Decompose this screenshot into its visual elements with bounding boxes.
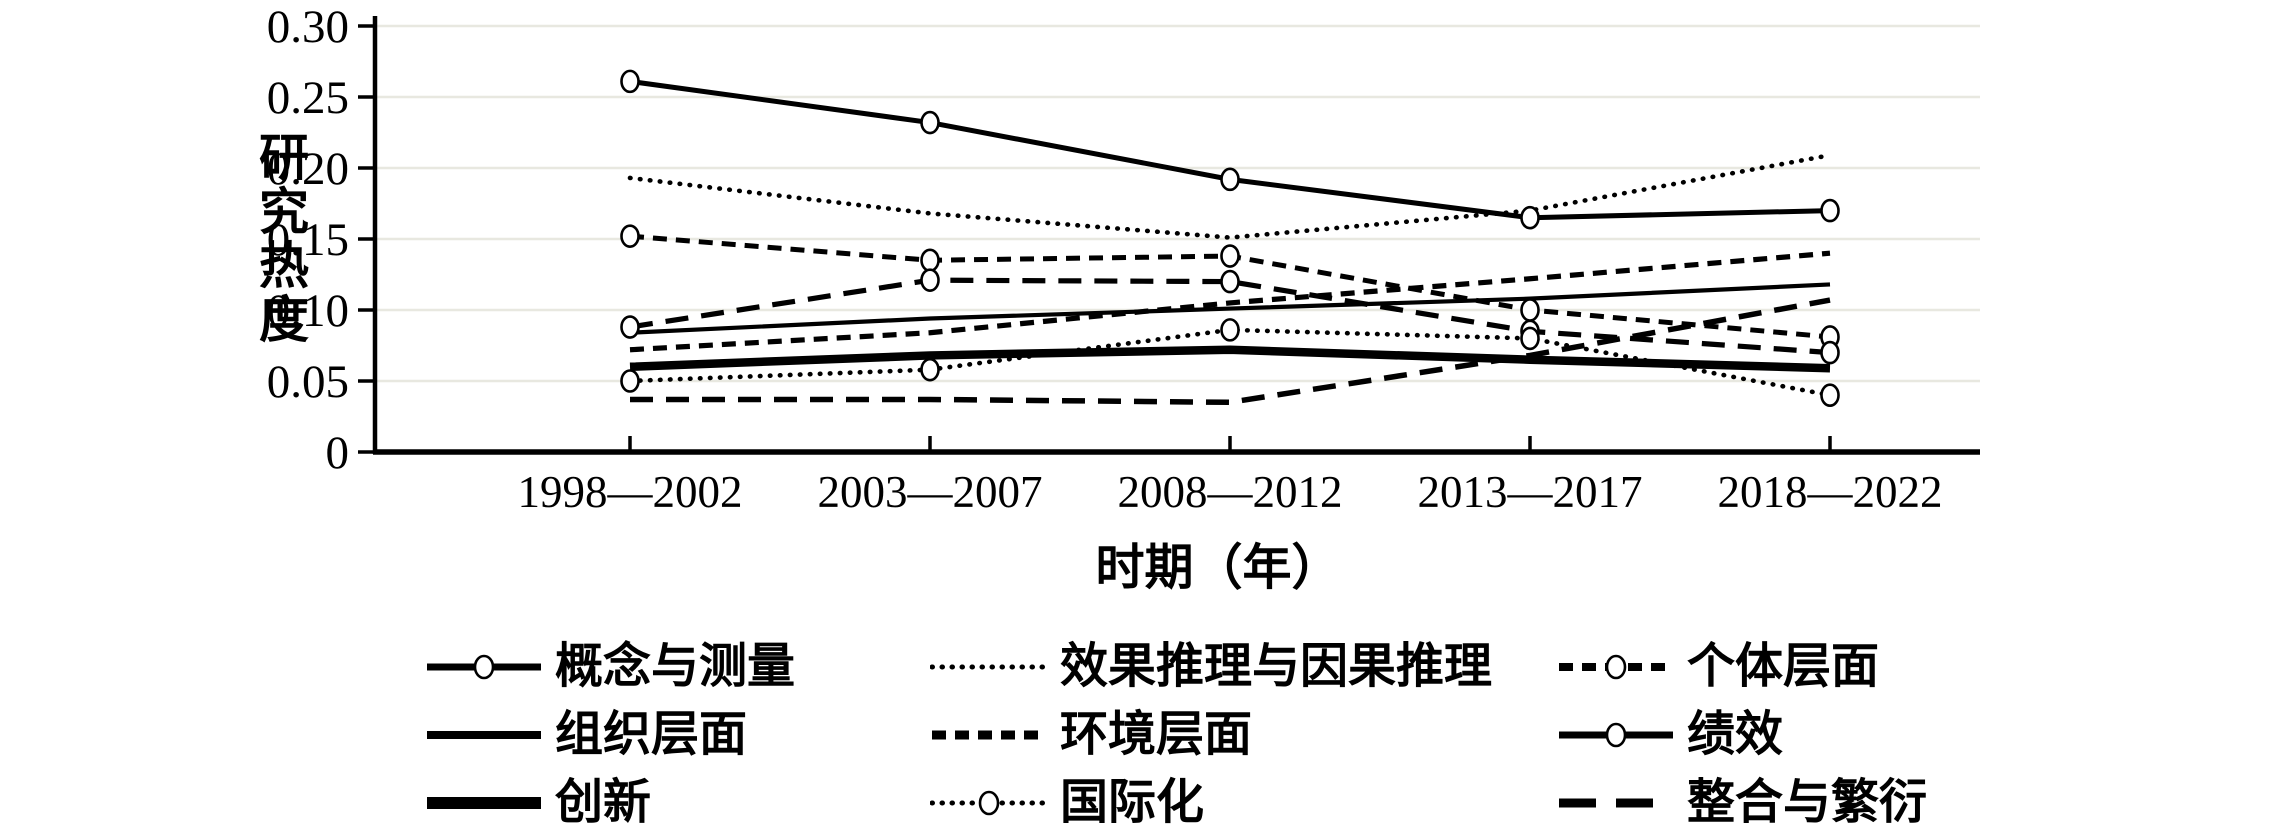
legend-marker (1605, 654, 1627, 680)
chart-legend: 概念与测量 效果推理与因果推理 个体层面组织层面 环境层面 绩效创新 国际化 整合与繁衍 (425, 633, 2177, 837)
series-marker (920, 357, 940, 382)
series-marker (620, 69, 640, 94)
legend-item: 概念与测量 (425, 643, 930, 691)
legend-item: 整合与繁衍 (1557, 779, 2177, 827)
legend-line-sample (427, 654, 541, 680)
y-tick-label: 0 (326, 427, 350, 479)
series-marker (620, 369, 640, 393)
legend-label: 整合与繁衍 (1687, 776, 1928, 829)
x-tick-label: 2013—2017 (1418, 467, 1643, 517)
y-tick-label: 0.10 (267, 285, 349, 337)
x-tick-label: 1998—2002 (518, 467, 743, 517)
series-line (627, 152, 1833, 240)
series-marker (1220, 167, 1240, 192)
series-marker (1220, 244, 1240, 268)
legend-line-sample (1559, 654, 1673, 680)
series-marker (1820, 383, 1840, 408)
legend-item: 绩效 (1557, 711, 2177, 759)
series-marker (620, 315, 640, 339)
x-axis-label: 时期（年） (1095, 540, 1341, 595)
series-marker (1220, 318, 1240, 342)
legend-item: 国际化 (930, 779, 1557, 827)
legend-label: 环境层面 (1060, 708, 1253, 761)
legend-line-sample (427, 731, 541, 739)
series-marker (1520, 205, 1540, 230)
legend-item: 个体层面 (1557, 643, 2177, 691)
legend-line-sample (930, 790, 1049, 816)
series-line (630, 297, 1831, 406)
series-line (629, 345, 1831, 373)
legend-label: 概念与测量 (555, 640, 796, 693)
legend-marker (473, 654, 495, 680)
series-marker (1520, 326, 1540, 351)
legend-label: 国际化 (1060, 776, 1205, 829)
legend-line-sample (932, 730, 1046, 740)
legend-marker (978, 790, 1000, 816)
series-marker (920, 248, 940, 273)
x-tick-label: 2018—2022 (1718, 467, 1943, 517)
legend-item: 效果推理与因果推理 (930, 643, 1557, 691)
series-marker (620, 224, 640, 248)
series-marker (1820, 340, 1840, 365)
y-tick-label: 0.30 (267, 1, 349, 53)
legend-item: 组织层面 (425, 711, 930, 759)
y-axis-label: 研究热度 (252, 131, 308, 347)
x-tick-label: 2008—2012 (1118, 467, 1343, 517)
series-marker (1520, 298, 1540, 322)
legend-line-sample (930, 664, 1049, 670)
series-marker (1220, 269, 1240, 294)
legend-line-sample (427, 797, 541, 809)
series-marker (920, 268, 940, 292)
y-tick-label: 0.25 (267, 72, 349, 124)
legend-line-sample (1559, 798, 1673, 808)
y-tick-label: 0.05 (267, 356, 349, 408)
legend-label: 绩效 (1687, 708, 1784, 761)
legend-line-sample (1559, 722, 1673, 748)
series-line (629, 250, 1831, 353)
series-line (629, 277, 1831, 356)
legend-marker (1605, 722, 1627, 748)
series-line (627, 327, 1833, 398)
plot-area: 0 0.05 0.10 0.15 0.20 0.25 0.30 1998—2002 2003—2… (267, 1, 1980, 517)
legend-item: 环境层面 (930, 711, 1557, 759)
series-marker (920, 110, 940, 135)
legend-label: 组织层面 (555, 708, 748, 761)
y-tick-label: 0.15 (267, 214, 349, 266)
y-tick-label: 0.20 (267, 143, 349, 195)
series-marker (1820, 198, 1840, 223)
series-line (629, 282, 1831, 335)
line-chart: 0 0.05 0.10 0.15 0.20 0.25 0.30 1998—2002 2003—2… (252, 1, 1980, 827)
legend-item: 创新 (425, 779, 930, 827)
legend-label: 个体层面 (1687, 640, 1880, 693)
x-tick-label: 2003—2007 (818, 467, 1043, 517)
legend-label: 效果推理与因果推理 (1060, 640, 1493, 693)
legend-label: 创新 (555, 776, 652, 829)
